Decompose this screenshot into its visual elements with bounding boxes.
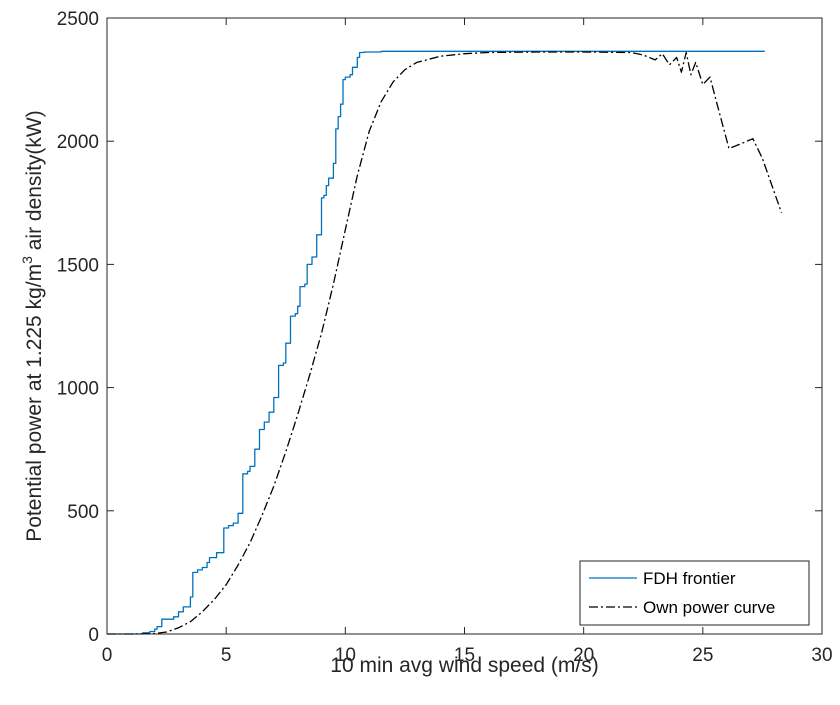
series-line-own-power-curve: [107, 51, 783, 635]
x-tick-label: 15: [454, 645, 475, 666]
x-tick-label: 0: [102, 645, 113, 666]
axes: 0 5 10 15 20 25 30 0 500 1000 1500 2000 2500: [57, 9, 833, 666]
y-axis-label: Potential power at 1.225 kg/m3 air densi…: [19, 110, 46, 542]
x-tick-label: 10: [335, 645, 356, 666]
legend-label-fdh-frontier: FDH frontier: [643, 569, 736, 588]
y-axis-label-tail: air density(kW): [23, 110, 46, 256]
legend-label-own-power-curve: Own power curve: [643, 598, 775, 617]
series-line-fdh-frontier: [107, 50, 765, 635]
x-tick-label: 20: [573, 645, 594, 666]
y-tick-label: 0: [88, 625, 99, 646]
x-tick-label: 30: [811, 645, 832, 666]
x-tick-label: 25: [692, 645, 713, 666]
y-tick-label: 2500: [57, 9, 99, 30]
plot-area: [107, 50, 783, 635]
y-tick-label: 1500: [57, 255, 99, 276]
y-tick-label: 1000: [57, 379, 99, 400]
legend: FDH frontier Own power curve: [579, 560, 810, 626]
y-axis-label-superscript: 3: [19, 256, 35, 264]
y-axis-label-main: Potential power at 1.225 kg/m: [23, 264, 46, 542]
y-tick-label: 500: [67, 502, 99, 523]
legend-box: [579, 560, 810, 626]
x-tick-label: 5: [221, 645, 232, 666]
y-tick-label: 2000: [57, 132, 99, 153]
x-axis-label: 10 min avg wind speed (m/s): [330, 654, 598, 677]
